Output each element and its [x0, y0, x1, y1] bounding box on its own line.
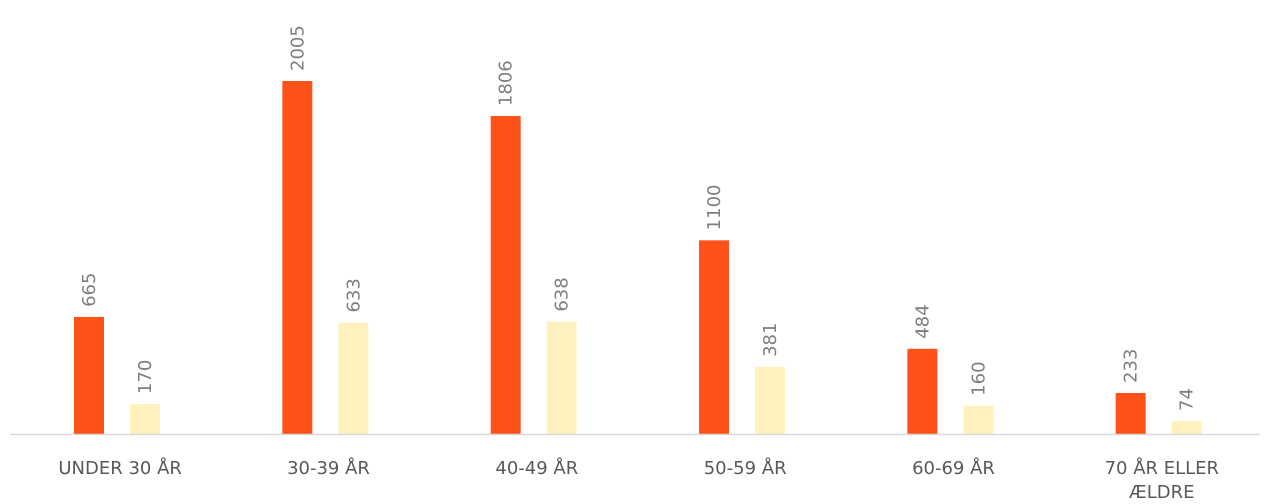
bar-series-2-cat-3	[546, 321, 577, 434]
category-label-line: ÆLDRE	[1129, 482, 1194, 503]
bar-series-2-cat-6	[1171, 420, 1202, 434]
bar-series-2-cat-5	[963, 405, 994, 434]
bar-series-1-cat-4	[699, 240, 729, 434]
value-labels-group: 665 170 2005 633 1806 638 1100 381 484 160 233 74	[79, 25, 1198, 411]
value-label-series-1-cat-6: 233	[1121, 349, 1142, 383]
value-label-series-2-cat-3: 638	[552, 277, 573, 311]
value-label-series-1-cat-2: 2005	[287, 25, 308, 71]
category-label-1: UNDER 30 ÅR	[58, 457, 182, 479]
bar-series-1-cat-1	[74, 316, 104, 434]
value-label-series-2-cat-2: 633	[343, 278, 364, 312]
category-label-line: 60-69 ÅR	[912, 457, 995, 479]
value-label-series-1-cat-4: 1100	[704, 185, 725, 231]
category-labels-group: UNDER 30 ÅR 30-39 ÅR 40-49 ÅR 50-59 ÅR 60-69…	[58, 457, 1219, 503]
bar-series-2-cat-2	[338, 322, 369, 434]
bars-group	[74, 81, 1202, 434]
bar-series-1-cat-3	[490, 116, 521, 434]
bar-series-2-cat-4	[755, 366, 785, 434]
bar-series-2-cat-1	[130, 404, 160, 434]
bar-series-1-cat-2	[282, 81, 313, 434]
bar-series-1-cat-5	[907, 348, 938, 434]
category-label-3: 40-49 ÅR	[495, 457, 578, 479]
category-label-4: 50-59 ÅR	[704, 457, 787, 479]
value-label-series-2-cat-6: 74	[1177, 388, 1198, 411]
value-label-series-1-cat-5: 484	[912, 304, 933, 338]
category-label-line: 50-59 ÅR	[704, 457, 787, 479]
value-label-series-2-cat-5: 160	[968, 361, 989, 395]
value-label-series-2-cat-4: 381	[760, 323, 781, 357]
category-label-6: 70 ÅR ELLER ÆLDRE	[1105, 457, 1219, 503]
category-label-line: 40-49 ÅR	[495, 457, 578, 479]
value-label-series-1-cat-3: 1806	[496, 60, 517, 106]
value-label-series-2-cat-1: 170	[135, 360, 156, 394]
value-label-series-1-cat-1: 665	[79, 273, 100, 307]
category-label-line: 70 ÅR ELLER	[1105, 457, 1219, 479]
category-label-line: 30-39 ÅR	[287, 457, 370, 479]
category-label-5: 60-69 ÅR	[912, 457, 995, 479]
bar-series-1-cat-6	[1115, 392, 1146, 434]
category-label-line: UNDER 30 ÅR	[58, 457, 182, 479]
category-label-2: 30-39 ÅR	[287, 457, 370, 479]
